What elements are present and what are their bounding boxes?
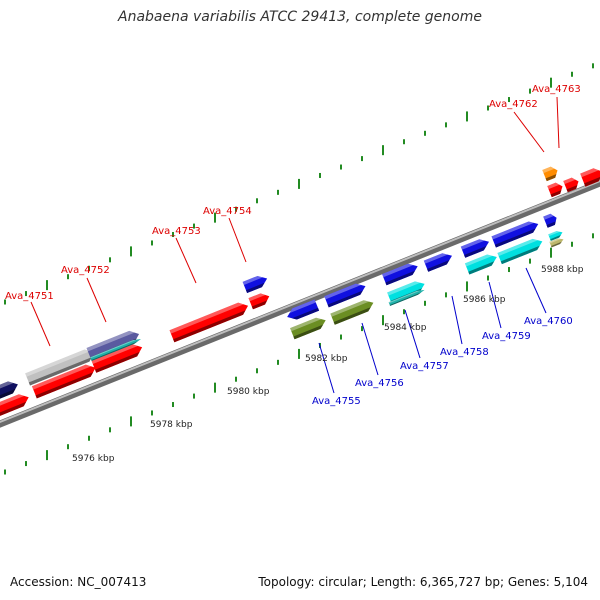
label-leader-line <box>30 301 51 347</box>
label-leader-line <box>175 237 197 284</box>
cds-arrow[interactable] <box>580 165 600 187</box>
cds-arrow[interactable] <box>563 176 580 193</box>
cds-arrow[interactable] <box>460 236 491 258</box>
cds-arrow[interactable] <box>248 291 271 310</box>
gene-label[interactable]: Ava_4763 <box>532 84 581 95</box>
cds-arrow[interactable] <box>464 251 499 275</box>
cds-arrow[interactable] <box>330 297 375 325</box>
gene-label[interactable]: Ava_4756 <box>355 378 404 389</box>
scale-label: 5980 kbp <box>227 387 270 397</box>
scale-labels: 5976 kbp 5978 kbp 5980 kbp 5982 kbp 5984… <box>72 265 584 464</box>
label-leader-line <box>86 277 107 323</box>
cds-arrow[interactable] <box>497 236 544 265</box>
gene-label[interactable]: Ava_4752 <box>61 265 110 276</box>
cds-arrow[interactable] <box>548 229 564 241</box>
accession-text: Accession: NC_007413 <box>10 575 147 589</box>
map-title: Anabaena variabilis ATCC 29413, complete… <box>118 9 482 25</box>
cds-arrow[interactable] <box>324 281 367 308</box>
cds-arrow[interactable] <box>542 165 559 182</box>
gene-label[interactable]: Ava_4757 <box>400 361 449 372</box>
label-leader-line <box>361 322 379 376</box>
cds-arrow[interactable] <box>242 273 270 294</box>
gene-label[interactable]: Ava_4762 <box>489 99 538 110</box>
label-leader-line <box>513 111 545 153</box>
cds-arrow[interactable] <box>90 337 142 361</box>
gene-label[interactable]: Ava_4760 <box>524 316 573 327</box>
label-leader-line <box>556 96 560 149</box>
genome-summary-text: Topology: circular; Length: 6,365,727 bp… <box>258 575 588 589</box>
cds-arrow[interactable] <box>31 362 98 399</box>
gene-label[interactable]: Ava_4753 <box>152 226 201 237</box>
cds-arrow[interactable] <box>491 218 540 248</box>
cds-arrow[interactable] <box>543 212 559 228</box>
gene-label[interactable]: Ava_4759 <box>482 331 531 342</box>
cds-arrow[interactable] <box>0 391 31 417</box>
cds-arrow[interactable] <box>169 300 251 343</box>
backbone <box>0 179 600 428</box>
cds-arrow[interactable] <box>285 299 320 322</box>
cds-arrow[interactable] <box>290 315 328 340</box>
label-leader-line <box>228 217 247 263</box>
cds-arrow[interactable] <box>0 378 20 402</box>
gene-label[interactable]: Ava_4751 <box>5 291 54 302</box>
label-leader-line <box>488 281 502 329</box>
gene-label[interactable]: Ava_4754 <box>203 206 252 217</box>
scale-label: 5978 kbp <box>150 420 193 430</box>
scale-label: 5986 kbp <box>463 295 506 305</box>
cds-arrow[interactable] <box>382 261 420 286</box>
cds-arrow[interactable] <box>547 181 564 198</box>
label-leader-line <box>525 267 547 314</box>
scale-label: 5976 kbp <box>72 454 115 464</box>
label-leaders <box>30 96 560 394</box>
scale-label: 5988 kbp <box>541 265 584 275</box>
cds-arrow[interactable] <box>549 237 564 248</box>
scale-label: 5982 kbp <box>305 354 348 364</box>
bottom-gene-labels: Ava_4755 Ava_4756 Ava_4757 Ava_4758 Ava_… <box>312 316 573 407</box>
cds-arrow[interactable] <box>91 341 144 373</box>
scale-label: 5984 kbp <box>384 323 427 333</box>
scale-ticks <box>4 63 594 475</box>
gene-label[interactable]: Ava_4758 <box>440 347 489 358</box>
top-gene-labels: Ava_4751 Ava_4752 Ava_4753 Ava_4754 Ava_… <box>5 84 581 302</box>
cds-arrow[interactable] <box>388 288 426 306</box>
label-leader-line <box>404 309 421 359</box>
label-leader-line <box>451 295 463 345</box>
cds-features <box>0 165 600 417</box>
cds-arrow[interactable] <box>25 347 97 386</box>
label-leader-line <box>318 342 335 394</box>
cds-arrow[interactable] <box>423 250 454 272</box>
gene-label[interactable]: Ava_4755 <box>312 396 361 407</box>
